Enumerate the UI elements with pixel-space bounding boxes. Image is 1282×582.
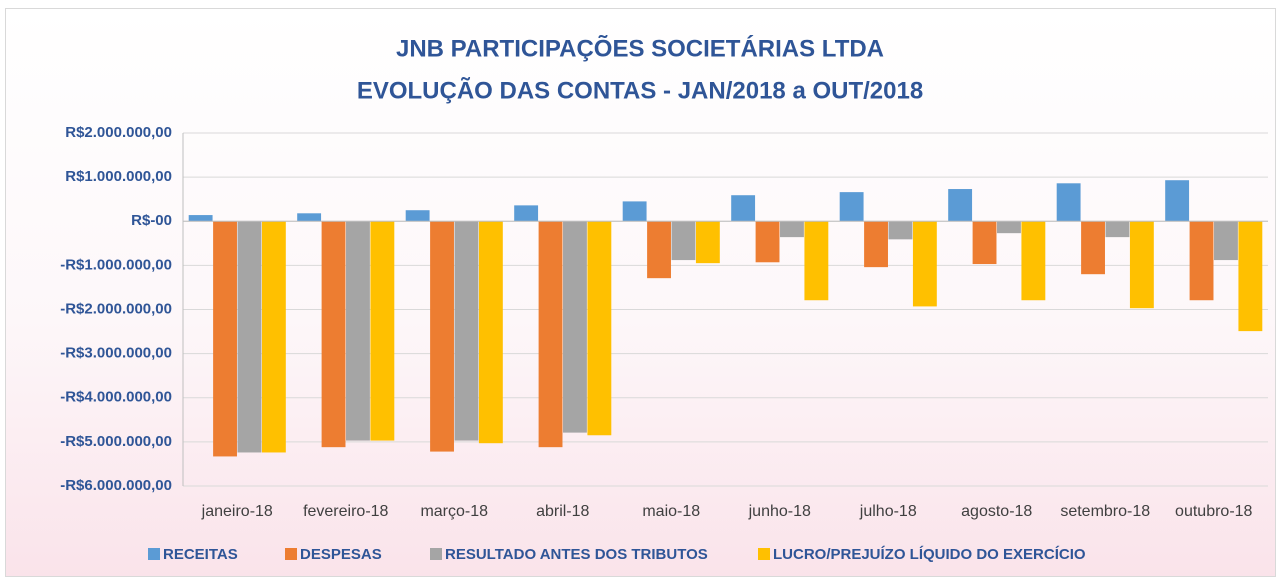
y-tick-label: -R$5.000.000,00 [60,433,172,450]
bar [1105,221,1130,238]
bar [804,221,829,301]
x-tick-label: setembro-18 [1060,503,1150,520]
y-tick-label: R$-00 [131,212,172,229]
y-tick-label: -R$4.000.000,00 [60,389,172,406]
bar [261,221,286,453]
y-tick-label: -R$2.000.000,00 [60,300,172,317]
legend-swatch [285,548,297,560]
x-tick-label: junho-18 [748,503,811,520]
legend-label: RECEITAS [163,546,238,563]
chart-title: JNB PARTICIPAÇÕES SOCIETÁRIAS LTDA [396,34,884,62]
bar [370,221,395,441]
y-tick-label: -R$3.000.000,00 [60,345,172,362]
bar [1021,221,1046,301]
bar [997,221,1021,234]
bar [1165,180,1190,222]
bar [1189,221,1214,301]
chart-title: EVOLUÇÃO DAS CONTAS - JAN/2018 a OUT/201… [357,76,923,104]
bar [1081,221,1105,275]
bar [647,221,671,279]
bar [587,221,612,436]
bar [430,221,454,452]
bar [695,221,720,264]
x-tick-label: abril-18 [536,503,589,520]
legend-label: DESPESAS [300,546,382,563]
bar [1129,221,1154,309]
y-tick-label: -R$1.000.000,00 [60,256,172,273]
bar [405,210,430,222]
bar [731,195,756,222]
bar [538,221,563,448]
bar [213,221,237,457]
bar [346,221,370,441]
legend-label: RESULTADO ANTES DOS TRIBUTOS [445,546,708,563]
x-tick-label: janeiro-18 [201,503,273,520]
bar [622,201,647,222]
x-tick-label: maio-18 [642,503,700,520]
bar [839,192,864,222]
legend-swatch [148,548,160,560]
y-tick-label: R$2.000.000,00 [65,124,172,141]
bar [671,221,696,261]
bar [297,213,322,222]
bar [1214,221,1238,261]
bar [454,221,479,441]
bar [1238,221,1263,332]
x-tick-label: março-18 [420,503,488,520]
bar [237,221,262,453]
bar [780,221,804,238]
legend-swatch [758,548,770,560]
legend-swatch [430,548,442,560]
x-tick-label: outubro-18 [1175,503,1252,520]
bar [478,221,503,444]
bar [864,221,888,268]
bar [755,221,780,263]
bar [514,205,539,222]
legend-label: LUCRO/PREJUÍZO LÍQUIDO DO EXERCÍCIO [773,546,1086,563]
bar [912,221,937,307]
bar [188,215,213,222]
x-tick-label: fevereiro-18 [303,503,388,520]
x-tick-label: agosto-18 [961,503,1032,520]
bar [972,221,997,265]
bar [948,189,973,222]
y-tick-label: -R$6.000.000,00 [60,477,172,494]
bar [888,221,913,240]
bar [563,221,587,433]
y-tick-label: R$1.000.000,00 [65,168,172,185]
bar [321,221,346,448]
x-tick-label: julho-18 [859,503,917,520]
bar [1056,183,1081,222]
